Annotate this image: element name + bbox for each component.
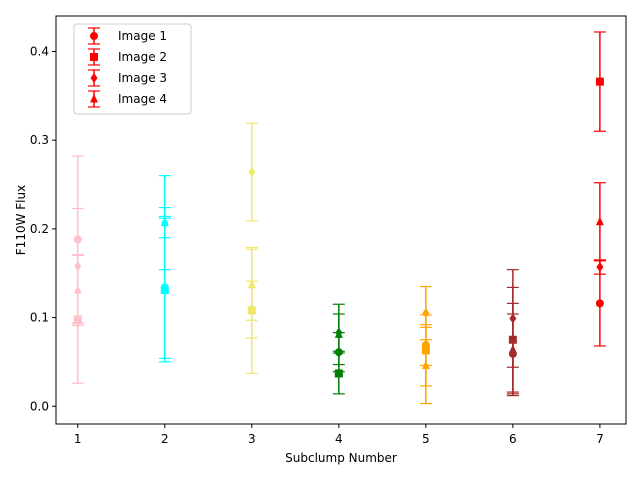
point-marker bbox=[508, 344, 517, 353]
point-marker bbox=[160, 286, 169, 295]
x-axis-label: Subclump Number bbox=[285, 451, 397, 465]
legend-marker bbox=[90, 32, 98, 40]
series-4 bbox=[71, 182, 606, 405]
legend-label: Image 3 bbox=[118, 71, 167, 85]
point-marker bbox=[334, 369, 343, 378]
data-point bbox=[419, 326, 432, 405]
point-marker bbox=[421, 360, 430, 369]
y-tick-label: 0.1 bbox=[30, 311, 49, 325]
y-axis: 0.0 0.1 0.2 0.3 0.4 bbox=[30, 44, 56, 413]
data-point bbox=[593, 182, 606, 262]
point-marker bbox=[248, 167, 256, 178]
data-point bbox=[593, 31, 606, 132]
point-marker bbox=[160, 217, 169, 227]
data-point bbox=[332, 303, 345, 366]
data-point bbox=[245, 122, 258, 222]
legend-label: Image 1 bbox=[118, 29, 167, 43]
data-point bbox=[506, 302, 519, 397]
legend-label: Image 4 bbox=[118, 92, 167, 106]
x-tick-label: 5 bbox=[422, 432, 430, 446]
point-marker bbox=[422, 308, 430, 319]
data-point bbox=[71, 253, 84, 327]
y-axis-label: F110W Flux bbox=[14, 185, 28, 255]
point-marker bbox=[247, 279, 256, 289]
legend-item: Image 2 bbox=[88, 48, 167, 66]
x-tick-label: 1 bbox=[74, 432, 82, 446]
point-marker bbox=[595, 216, 604, 226]
point-marker bbox=[334, 329, 343, 338]
legend-marker bbox=[90, 53, 98, 61]
data-point bbox=[245, 248, 258, 321]
x-tick-label: 7 bbox=[596, 432, 604, 446]
legend: Image 1 Image 2 Image 3 Image 4 bbox=[73, 23, 192, 115]
data-point bbox=[593, 259, 606, 275]
point-marker bbox=[595, 77, 604, 86]
data-marks bbox=[71, 31, 606, 405]
x-tick-label: 3 bbox=[248, 432, 256, 446]
x-tick-label: 6 bbox=[509, 432, 517, 446]
legend-marker bbox=[90, 73, 98, 83]
y-tick-label: 0.2 bbox=[30, 222, 49, 236]
y-tick-label: 0.0 bbox=[30, 399, 49, 413]
x-tick-label: 2 bbox=[161, 432, 169, 446]
legend-box bbox=[73, 23, 192, 115]
data-point bbox=[158, 206, 171, 239]
x-axis: 1 2 3 4 5 6 7 bbox=[74, 424, 604, 446]
point-marker bbox=[596, 262, 604, 273]
y-tick-label: 0.3 bbox=[30, 133, 49, 147]
plot-frame bbox=[55, 15, 627, 425]
legend-item: Image 1 bbox=[88, 27, 167, 45]
legend-marker bbox=[90, 94, 98, 103]
point-marker bbox=[73, 285, 82, 294]
legend-item: Image 4 bbox=[88, 90, 167, 108]
x-tick-label: 4 bbox=[335, 432, 343, 446]
point-marker bbox=[595, 299, 604, 308]
y-tick-label: 0.4 bbox=[30, 44, 49, 58]
legend-label: Image 2 bbox=[118, 50, 167, 64]
legend-item: Image 3 bbox=[88, 69, 167, 87]
